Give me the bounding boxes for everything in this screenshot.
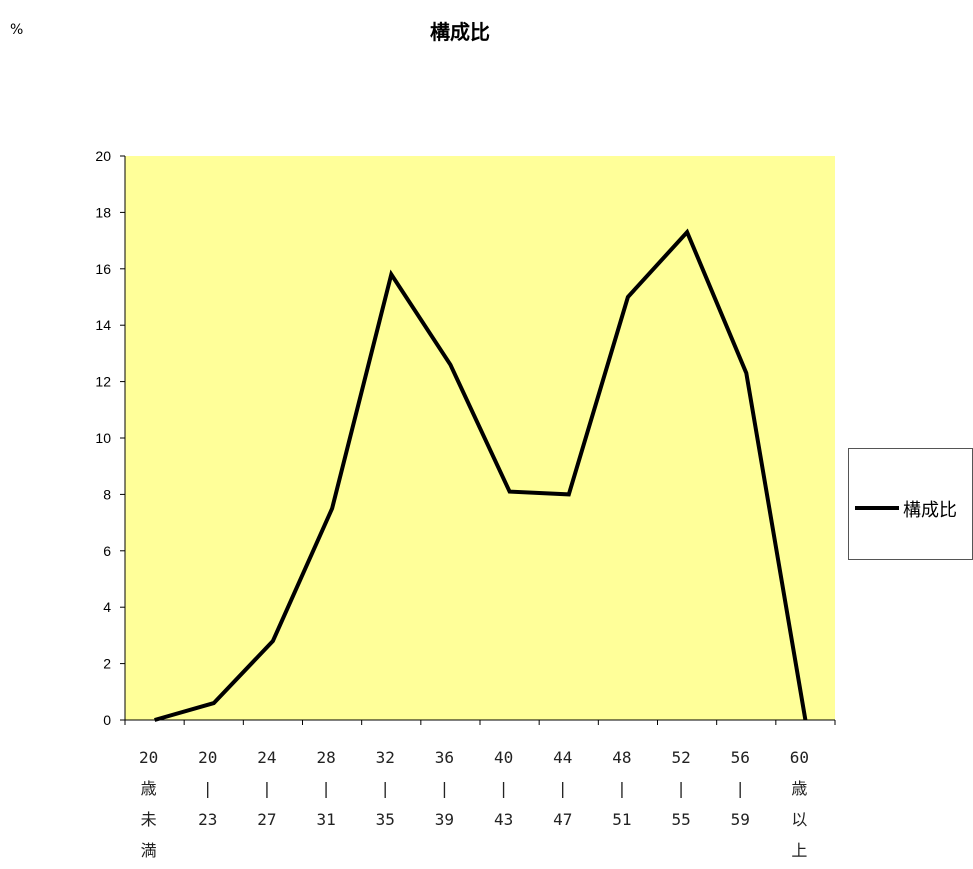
x-tick-label: 20 歳未満 — [132, 742, 166, 866]
y-tick-label: 16 — [95, 261, 111, 277]
y-axis: 0 2 4 6 8 10 12 14 16 18 20 — [95, 148, 126, 728]
x-tick-label-part: | — [617, 779, 627, 798]
x-tick-label-part: 満 — [140, 841, 157, 860]
x-tick-label-part: 以 — [791, 810, 808, 829]
x-tick-label-part: 52 — [671, 748, 691, 767]
x-tick-label: 36 | 39 — [427, 742, 461, 835]
x-tick-label-part: 48 — [612, 748, 632, 767]
x-tick-label-part: 24 — [257, 748, 277, 767]
x-tick-label: 32 | 35 — [368, 742, 402, 835]
y-tick-label: 20 — [95, 148, 111, 164]
x-tick-label-part: 28 — [316, 748, 336, 767]
x-tick-label: 20 | 23 — [191, 742, 225, 835]
y-tick-label: 6 — [103, 543, 111, 559]
x-tick-label-part: 35 — [375, 810, 395, 829]
x-tick-label-part: 47 — [553, 810, 573, 829]
x-tick-label: 24 | 27 — [250, 742, 284, 835]
x-tick-label-part: | — [262, 779, 272, 798]
y-tick-label: 0 — [103, 712, 111, 728]
x-tick-label-part: 60 — [789, 748, 810, 767]
x-tick-label-part: 55 — [671, 810, 691, 829]
plot-area — [125, 156, 835, 720]
x-tick-label-part: 歳 — [791, 779, 808, 798]
x-tick-label-part: 59 — [730, 810, 750, 829]
x-tick-label-part: 51 — [612, 810, 632, 829]
x-tick-label-part: | — [380, 779, 391, 798]
x-tick-label-part: 未 — [140, 810, 157, 829]
x-axis — [124, 719, 836, 725]
y-axis-unit-label: % — [10, 22, 24, 38]
legend-label: 構成比 — [903, 500, 957, 521]
x-tick-label-part: 32 — [375, 748, 395, 767]
x-tick-label: 40 | 43 — [487, 742, 521, 835]
x-tick-label-part: | — [439, 779, 450, 798]
x-tick-label: 48 | 51 — [605, 742, 639, 835]
x-tick-label-part: 27 — [257, 810, 277, 829]
x-tick-label-part: 43 — [493, 810, 514, 829]
x-tick-label-part: 上 — [791, 841, 808, 860]
x-tick-label: 28 | 31 — [309, 742, 343, 835]
x-tick-label-part: 36 — [434, 748, 455, 767]
x-tick-label-part: 39 — [434, 810, 455, 829]
x-tick-label-part: 56 — [730, 748, 750, 767]
y-tick-label: 12 — [95, 374, 111, 390]
y-tick-label: 4 — [103, 599, 111, 615]
y-tick-label: 8 — [103, 486, 111, 502]
x-tick-label: 56 | 59 — [723, 742, 757, 835]
x-tick-label-part: 20 — [198, 748, 218, 767]
x-tick-label-part: | — [557, 779, 568, 798]
x-tick-label-part: 歳 — [140, 779, 157, 798]
x-tick-label: 52 | 55 — [664, 742, 698, 835]
y-tick-label: 18 — [95, 204, 111, 220]
x-tick-label-part: 23 — [198, 810, 218, 829]
x-tick-label-part: | — [735, 779, 746, 798]
x-tick-label: 60 歳以上 — [782, 742, 816, 866]
legend-line-swatch — [855, 506, 899, 510]
x-tick-label-part: 20 — [138, 748, 159, 767]
series-line — [154, 228, 808, 722]
x-tick-label-part: | — [676, 779, 686, 798]
y-tick-label: 2 — [103, 656, 111, 672]
y-tick-label: 10 — [95, 430, 111, 446]
x-tick-label: 44 | 47 — [546, 742, 580, 835]
legend: 構成比 — [848, 448, 973, 560]
series-layer — [154, 228, 808, 722]
x-tick-label-part: 40 — [493, 748, 514, 767]
chart-title: 構成比 — [430, 20, 490, 44]
x-tick-label-part: 44 — [553, 748, 573, 767]
x-tick-label-part: | — [498, 779, 509, 798]
x-tick-label-part: | — [202, 779, 213, 798]
x-tick-label-part: | — [321, 779, 331, 798]
x-tick-label-part: 31 — [316, 810, 336, 829]
y-tick-label: 14 — [95, 317, 111, 333]
